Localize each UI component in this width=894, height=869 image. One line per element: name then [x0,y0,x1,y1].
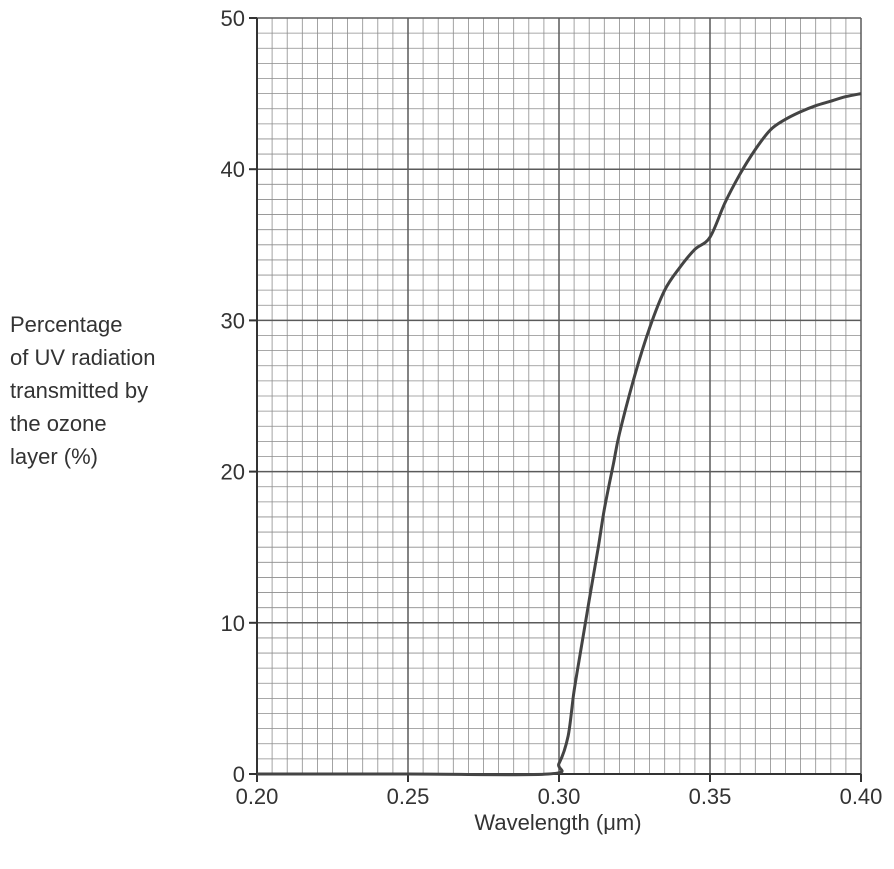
y-axis-label-line: of UV radiation [10,345,156,370]
y-tick-label: 0 [233,762,245,787]
y-tick-label: 20 [221,460,245,485]
x-tick-label: 0.20 [236,784,279,809]
y-axis-label-line: the ozone [10,411,107,436]
curve-layer [256,92,862,777]
y-tick-labels: 0 10 20 30 40 50 [221,6,245,787]
series-line [256,92,862,777]
y-axis-label: Percentage of UV radiation transmitted b… [10,312,162,469]
x-tick-label: 0.40 [840,784,883,809]
y-axis-label-line: transmitted by [10,378,148,403]
y-axis-label-line: Percentage [10,312,123,337]
y-axis-label-line: layer (%) [10,444,98,469]
y-tick-label: 10 [221,611,245,636]
x-tick-label: 0.35 [689,784,732,809]
x-tick-labels: 0.20 0.25 0.30 0.35 0.40 [236,784,883,809]
x-tick-label: 0.30 [538,784,581,809]
x-tick-label: 0.25 [387,784,430,809]
y-tick-label: 40 [221,157,245,182]
y-tick-label: 50 [221,6,245,31]
y-tick-label: 30 [221,308,245,333]
major-grid [256,17,862,775]
x-axis-label: Wavelength (μm) [474,810,641,835]
